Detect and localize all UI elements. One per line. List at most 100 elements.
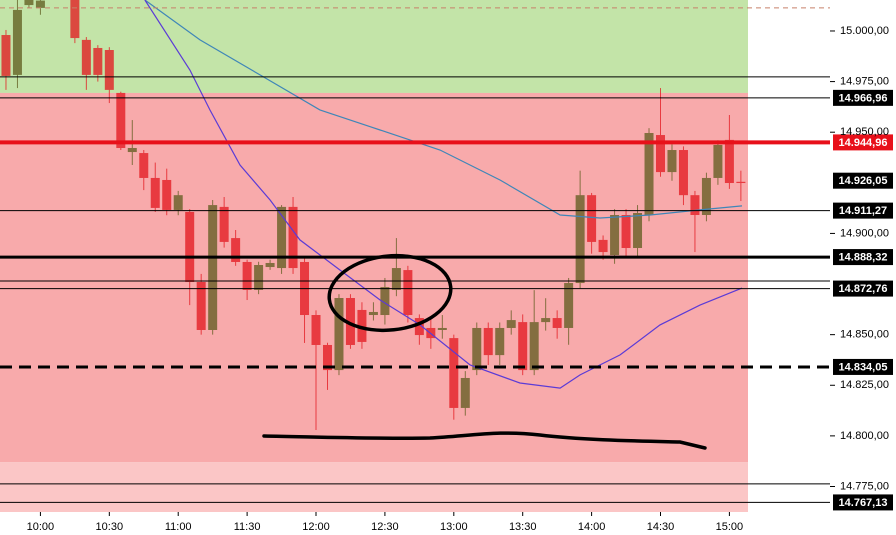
candle-body (254, 265, 264, 290)
level-tag-label: 14.834,05 (839, 361, 888, 373)
candle-body (196, 282, 206, 330)
y-tick-label: 14.900,00 (840, 227, 889, 239)
y-tick-label: 14.850,00 (840, 329, 889, 341)
candle-body (529, 322, 539, 371)
x-tick-label: 11:00 (165, 521, 192, 533)
candle-body (277, 206, 287, 269)
candle-body (231, 238, 241, 262)
x-tick-label: 12:00 (302, 521, 330, 533)
level-tag (833, 134, 893, 151)
candle-body (70, 0, 80, 39)
level-tag-label: 14.926,05 (839, 175, 888, 187)
candle-body (701, 177, 711, 216)
candle-body (621, 215, 631, 249)
level-tag-label: 14.767,13 (839, 497, 888, 509)
candle-body (150, 177, 160, 208)
candle-body (380, 287, 390, 316)
candle-body (345, 298, 355, 345)
level-tag-label: 14.944,96 (839, 137, 888, 149)
candle-body (242, 261, 252, 290)
candle-body (12, 9, 22, 75)
x-tick-label: 12:30 (371, 521, 399, 533)
candle-body (460, 377, 470, 408)
candle-body (495, 327, 505, 356)
candle-body (139, 153, 149, 178)
candle-body (483, 327, 493, 356)
level-tag (833, 89, 893, 106)
x-tick-label: 10:30 (96, 521, 124, 533)
x-tick-label: 10:00 (27, 521, 55, 533)
candle-body (35, 0, 45, 8)
candle-body (472, 327, 482, 371)
candle-body (667, 150, 677, 173)
level-tag (833, 494, 893, 511)
y-tick-label: 15.000,00 (840, 25, 889, 37)
zone-tint (0, 92, 748, 463)
candle-body (265, 262, 275, 268)
candle-body (127, 147, 137, 153)
level-tag (833, 202, 893, 219)
candle-body (655, 135, 665, 173)
candle-body (414, 318, 424, 336)
candle-body (678, 150, 688, 196)
candle-body (518, 322, 528, 371)
candle-body (368, 311, 378, 316)
level-tag (833, 280, 893, 297)
level-tag (833, 249, 893, 266)
candle-body (633, 212, 643, 249)
candle-body (208, 205, 218, 330)
x-tick-label: 13:30 (509, 521, 537, 533)
candle-body (104, 50, 114, 90)
candle-body (311, 315, 321, 345)
hand-drawn-circle (327, 253, 453, 333)
y-tick-label: 14.800,00 (840, 430, 889, 442)
level-tag (833, 172, 893, 189)
x-tick-label: 15:00 (716, 521, 744, 533)
candle-body (357, 309, 367, 342)
candle-body (690, 195, 700, 216)
y-tick-label: 14.975,00 (840, 75, 889, 87)
zone (0, 462, 748, 512)
candle-body (552, 318, 562, 328)
candle-body (610, 215, 620, 256)
hand-drawn-underline (262, 431, 707, 450)
candle-body (24, 0, 34, 6)
x-tick-label: 14:30 (647, 521, 675, 533)
level-tag (833, 358, 893, 375)
candle-body (736, 181, 746, 184)
candle-body (391, 268, 401, 290)
candle-body (185, 211, 195, 283)
moving-average (144, 0, 743, 219)
candle-body (81, 39, 91, 75)
zone-tint (0, 462, 748, 512)
level-tag-label: 14.911,27 (839, 205, 887, 217)
candle-body (334, 298, 344, 371)
candle-body (322, 344, 332, 371)
y-tick-label: 14.825,00 (840, 379, 889, 391)
y-tick-label: 14.950,00 (840, 126, 889, 138)
candle-body (644, 133, 654, 216)
axes: 15.000,00 14.975,00 14.950,00 14.900,00 14.8… (27, 25, 889, 533)
candle-body (437, 327, 447, 330)
level-tag-label: 14.888,32 (839, 251, 888, 263)
candle-body (173, 195, 183, 210)
zone (0, 0, 748, 93)
x-tick-label: 14:00 (578, 521, 606, 533)
zone (0, 92, 748, 463)
candle-body (93, 47, 103, 75)
candle-body (116, 92, 126, 148)
candles (0, 0, 748, 512)
candle-body (598, 239, 608, 253)
level-tag-label: 14.966,96 (839, 92, 888, 104)
levels: 14.966,96 14.944,96 14.926,05 14.911,27 14.8… (0, 7, 893, 511)
candle-body (1, 35, 11, 76)
candle-body (288, 206, 298, 269)
level-tag-label: 14.872,76 (839, 283, 888, 295)
candle-body (564, 283, 574, 328)
zone-tint (0, 0, 748, 93)
candle-body (587, 195, 597, 242)
y-tick-label: 14.775,00 (840, 480, 889, 492)
candle-body (403, 270, 413, 316)
